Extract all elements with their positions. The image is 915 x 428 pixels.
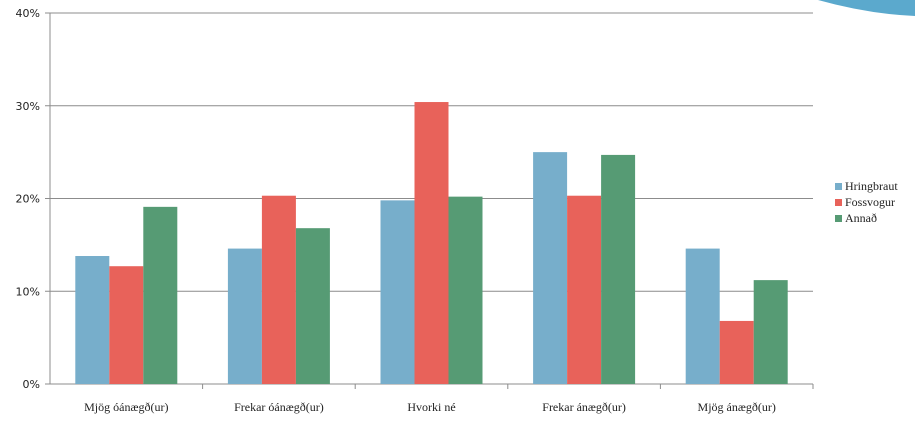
x-tick-label: Frekar óánægð(ur) [234,400,324,414]
y-tick-label: 0% [23,378,40,391]
y-tick-label: 30% [16,100,40,113]
bar-fossvogur [414,102,449,384]
y-tick-label: 20% [16,193,40,206]
x-tick-label: Mjög ánægð(ur) [698,400,776,414]
bar-hringbraut [380,200,415,384]
y-tick-label: 10% [16,285,40,298]
legend-label: Annað [845,211,877,225]
bar-hringbraut [227,248,262,384]
x-tick-label: Mjög óánægð(ur) [84,400,168,414]
bar-anna- [295,228,330,384]
legend-swatch [835,183,842,190]
x-axis-labels: Mjög óánægð(ur) Frekar óánægð(ur) Hvorki n… [84,400,776,414]
legend-swatch [835,199,842,206]
bar-fossvogur [567,195,602,384]
bar-anna- [448,196,483,384]
legend-label: Fossvogur [845,195,895,209]
x-tick-label: Hvorki né [407,400,455,414]
bar-anna- [753,280,788,384]
bar-hringbraut [685,248,720,384]
bar-fossvogur [261,195,296,384]
legend-label: Hringbraut [845,179,898,193]
bar-anna- [143,206,178,384]
x-tick-label: Frekar ánægð(ur) [542,400,626,414]
bar-anna- [601,154,636,384]
y-axis-labels: 0% 10% 20% 30% 40% [16,7,40,391]
y-tick-label: 40% [16,7,40,20]
bar-hringbraut [75,256,110,384]
legend-swatch [835,215,842,222]
corner-decoration [818,0,915,16]
bars [75,102,788,384]
bar-fossvogur [719,320,754,384]
bar-hringbraut [533,152,568,384]
bar-fossvogur [109,266,144,384]
legend: Hringbraut Fossvogur Annað [835,179,898,225]
